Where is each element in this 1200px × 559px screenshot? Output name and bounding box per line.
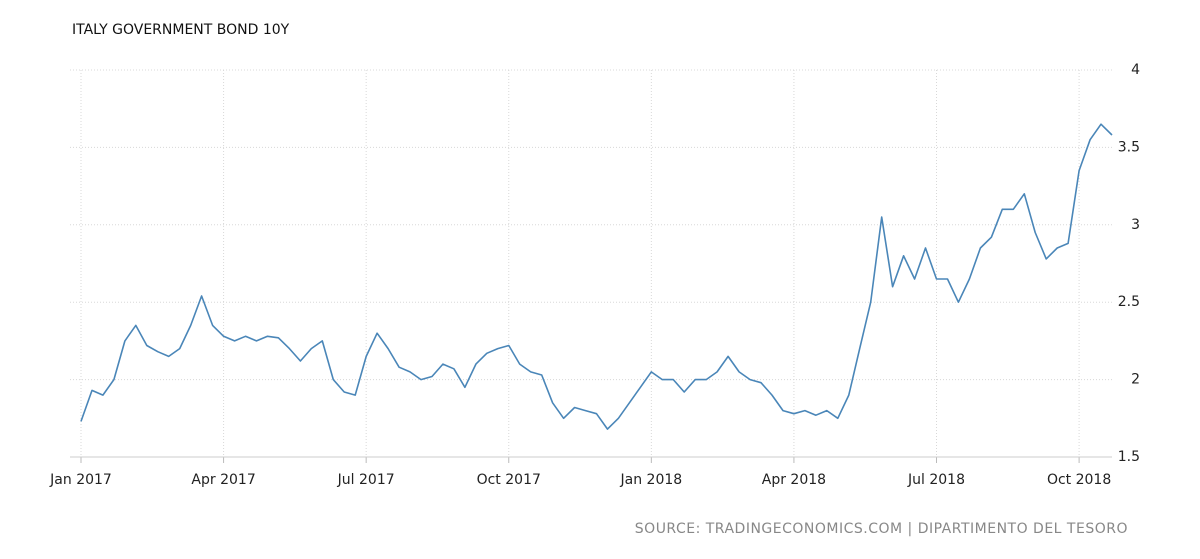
source-note: SOURCE: TRADINGECONOMICS.COM | DIPARTIME…: [635, 521, 1128, 537]
x-tick-label: Apr 2017: [191, 472, 255, 488]
data-line: [80, 123, 1113, 430]
x-tick-label: Oct 2017: [477, 472, 541, 488]
y-tick-label: 4: [1131, 62, 1140, 78]
y-tick-label: 2: [1131, 372, 1140, 388]
y-tick-label: 2.5: [1118, 294, 1140, 310]
x-tick-label: Apr 2018: [762, 472, 826, 488]
x-tick-label: Oct 2018: [1047, 472, 1111, 488]
y-tick-label: 1.5: [1118, 449, 1140, 465]
x-tick-label: Jan 2017: [49, 472, 112, 488]
x-tick-label: Jan 2018: [620, 472, 683, 488]
y-tick-label: 3.5: [1118, 139, 1140, 155]
chart-title: ITALY GOVERNMENT BOND 10Y: [72, 22, 290, 38]
x-tick-label: Jul 2018: [907, 472, 965, 488]
y-tick-label: 3: [1131, 217, 1140, 233]
x-tick-label: Jul 2017: [337, 472, 395, 488]
